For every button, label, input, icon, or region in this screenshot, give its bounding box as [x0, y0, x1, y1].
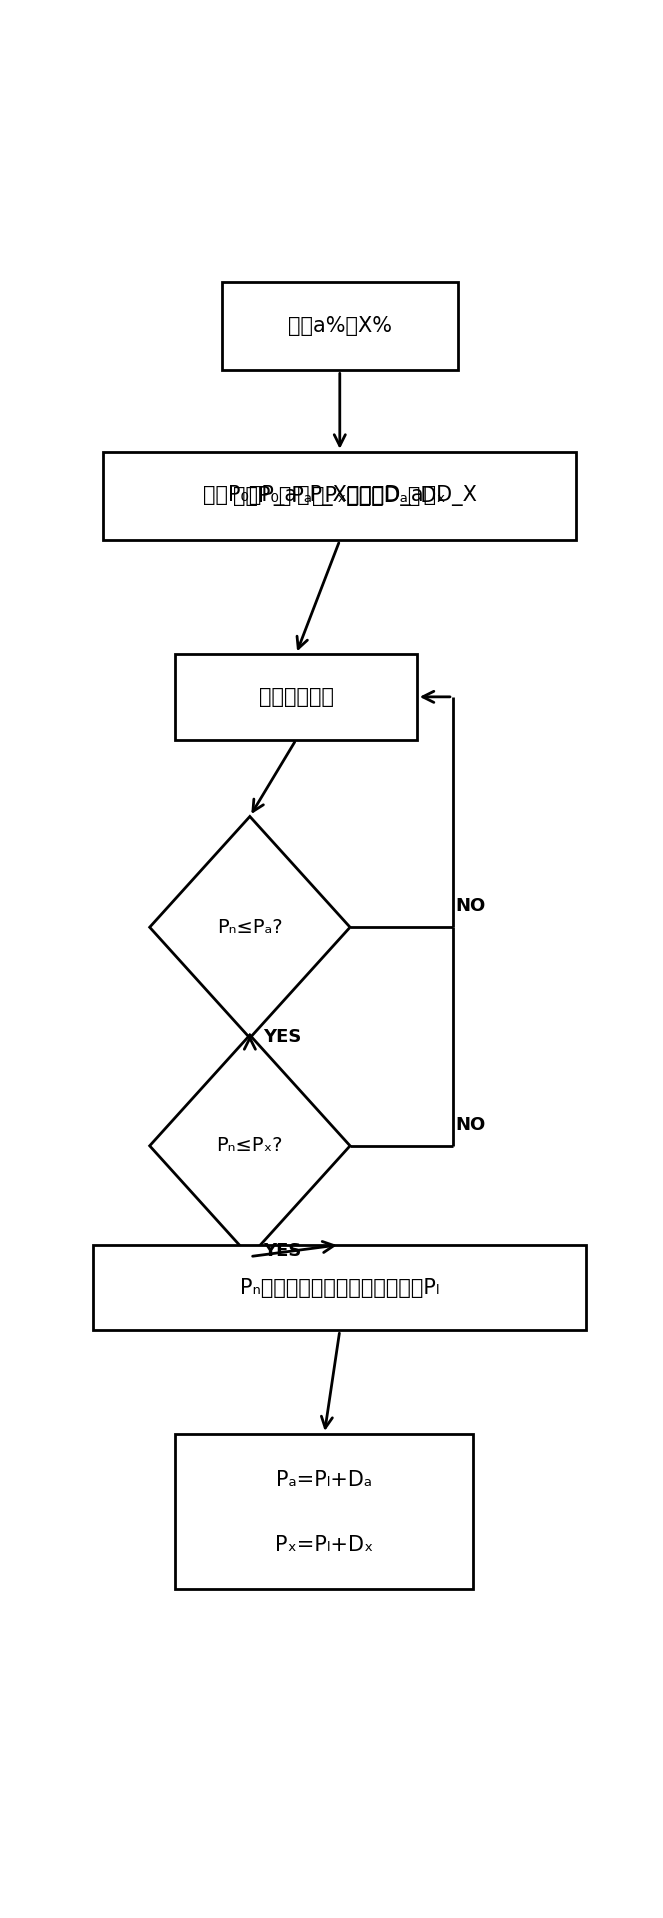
Text: 测得P₀、Pₐ和Pₓ并计算Dₐ和Dₓ: 测得P₀、Pₐ和Pₓ并计算Dₐ和Dₓ — [233, 485, 446, 506]
Text: 测得P₀、P_a和P_X并计算D_a和D_X: 测得P₀、P_a和P_X并计算D_a和D_X — [203, 485, 477, 506]
FancyBboxPatch shape — [221, 282, 458, 370]
FancyBboxPatch shape — [103, 451, 576, 541]
FancyBboxPatch shape — [175, 1435, 473, 1588]
Text: Pₙ≤Pₓ?: Pₙ≤Pₓ? — [217, 1135, 283, 1155]
Text: Pₙ≤Pₐ?: Pₙ≤Pₐ? — [217, 917, 282, 936]
Polygon shape — [150, 1036, 350, 1256]
Text: Pₓ=Pₗ+Dₓ: Pₓ=Pₗ+Dₓ — [275, 1536, 373, 1555]
FancyBboxPatch shape — [175, 654, 417, 740]
Text: 检测玻璃药瓶: 检测玻璃药瓶 — [259, 687, 333, 708]
Text: NO: NO — [455, 898, 486, 915]
FancyBboxPatch shape — [93, 1245, 587, 1331]
Text: YES: YES — [263, 1241, 301, 1260]
Polygon shape — [150, 817, 350, 1038]
Text: 确定a%和X%: 确定a%和X% — [288, 316, 392, 336]
Text: Pₐ=Pₗ+Dₐ: Pₐ=Pₗ+Dₐ — [276, 1471, 373, 1490]
Text: NO: NO — [455, 1116, 486, 1134]
Text: YES: YES — [263, 1028, 301, 1045]
Text: Pₙ写入队列，并对队列求平均得Pₗ: Pₙ写入队列，并对队列求平均得Pₗ — [240, 1277, 440, 1298]
